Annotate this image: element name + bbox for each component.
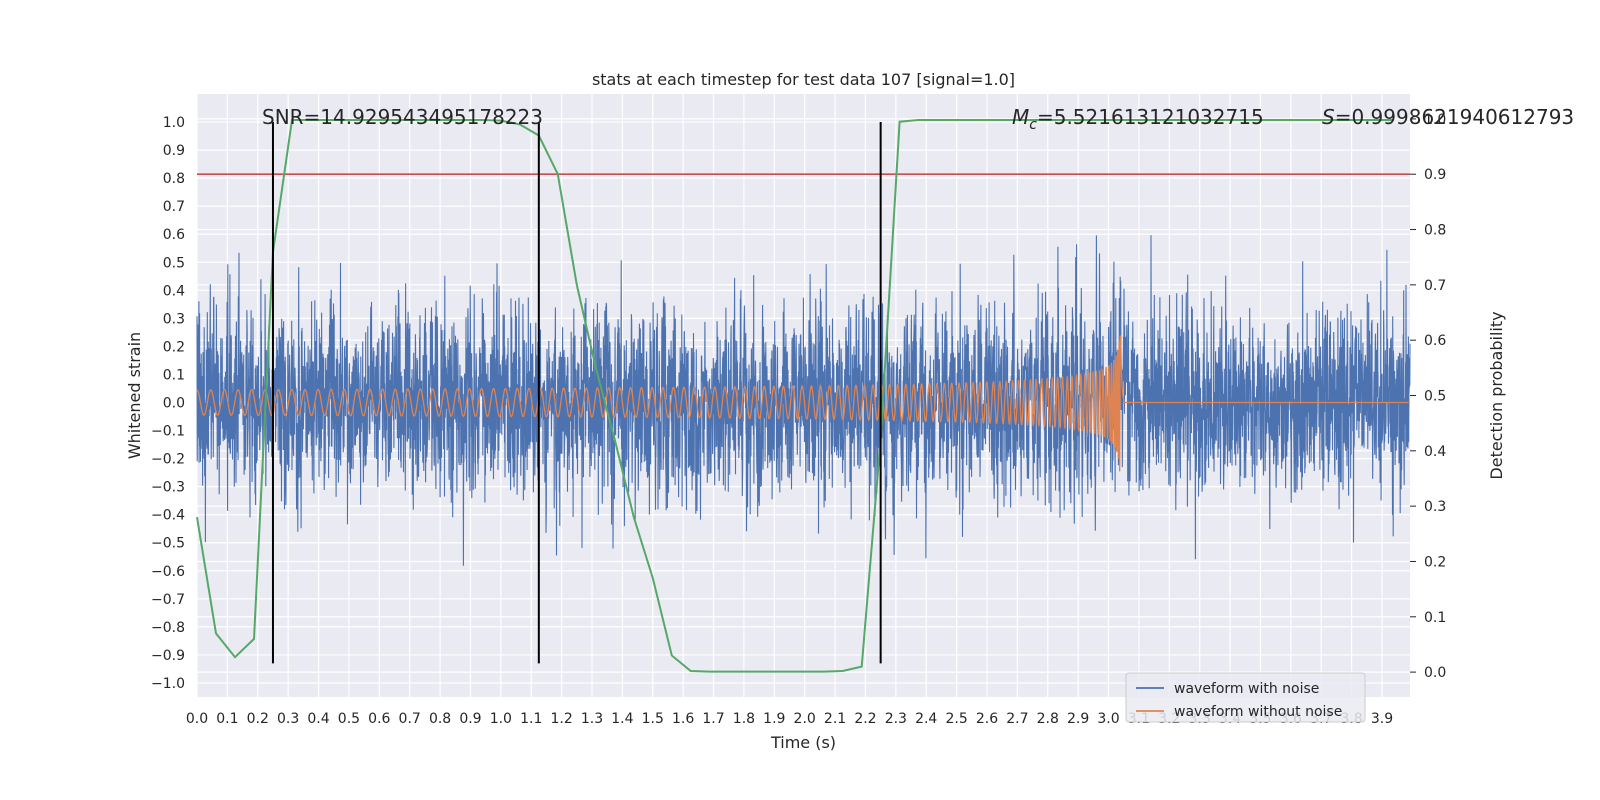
y-tick-label: −0.5	[151, 536, 185, 552]
x-tick-label: 2.4	[915, 711, 937, 727]
x-tick-label: 0.9	[459, 711, 481, 727]
x-tick-label: 1.2	[550, 711, 572, 727]
x-tick-label: 2.6	[976, 711, 998, 727]
x-tick-label: 1.3	[581, 711, 603, 727]
y-tick-label: 0.9	[163, 143, 185, 159]
y2-tick-label: 0.1	[1424, 610, 1446, 626]
y-tick-label: 0.1	[163, 367, 185, 383]
x-axis-label: Time (s)	[770, 733, 836, 752]
y-tick-label: 0.6	[163, 227, 185, 243]
y-tick-label: −1.0	[151, 676, 185, 692]
y-tick-label: −0.8	[151, 620, 185, 636]
x-tick-label: 2.0	[794, 711, 816, 727]
x-tick-label: 1.0	[490, 711, 512, 727]
clean-waveform-series	[196, 335, 1410, 472]
y-tick-label: −0.7	[151, 592, 185, 608]
x-tick-label: 1.9	[763, 711, 785, 727]
chirp-mass-annotation: Mc=5.521613121032715	[1012, 105, 1264, 133]
x-tick-label: 1.8	[733, 711, 755, 727]
s-annotation: S=0.9998621940612793	[1322, 105, 1574, 129]
legend-label-clean: waveform without noise	[1174, 704, 1342, 720]
legend-label-noisy: waveform with noise	[1174, 681, 1319, 697]
y2-tick-label: 0.2	[1424, 554, 1446, 570]
y-tick-label: −0.6	[151, 564, 185, 580]
x-tick-label: 1.6	[672, 711, 694, 727]
x-tick-label: 2.1	[824, 711, 846, 727]
y2-tick-label: 0.7	[1424, 278, 1446, 294]
y2-tick-label: 1.0	[1424, 112, 1446, 128]
y-tick-label: 0.5	[163, 255, 185, 271]
x-tick-label: 0.8	[429, 711, 451, 727]
y2-tick-label: 0.0	[1424, 665, 1446, 681]
noisy-waveform-series	[196, 235, 1411, 566]
probability-line	[196, 119, 1394, 673]
y-tick-label: 0.3	[163, 311, 185, 327]
x-tick-label: 3.0	[1097, 711, 1119, 727]
y-tick-label: −0.9	[151, 648, 185, 664]
x-tick-label: 0.1	[216, 711, 238, 727]
x-tick-label: 2.8	[1037, 711, 1059, 727]
y2-tick-label: 0.3	[1424, 499, 1446, 515]
vertical-markers	[271, 122, 882, 664]
snr-annotation: SNR=14.929543495178223	[262, 105, 543, 129]
x-tick-label: 1.4	[611, 711, 633, 727]
s-symbol: S	[1322, 105, 1335, 129]
x-tick-label: 0.0	[186, 711, 208, 727]
mc-subscript: c	[1029, 117, 1037, 133]
y2-tick-label: 0.4	[1424, 444, 1446, 460]
y2-tick-label: 0.5	[1424, 389, 1446, 405]
x-tick-label: 0.3	[277, 711, 299, 727]
mc-symbol: M	[1012, 105, 1029, 129]
x-tick-label: 0.5	[338, 711, 360, 727]
y-tick-label: 0.4	[163, 283, 185, 299]
chart-title: stats at each timestep for test data 107…	[592, 70, 1015, 89]
probability-series	[196, 119, 1394, 673]
legend-box	[1125, 672, 1366, 723]
y-tick-label: 0.0	[163, 396, 185, 412]
legend: waveform with noise waveform without noi…	[1125, 672, 1366, 723]
x-tick-label: 2.2	[854, 711, 876, 727]
x-tick-label: 2.5	[945, 711, 967, 727]
y2-axis-label: Detection probability	[1487, 311, 1506, 479]
s-value: =0.9998621940612793	[1335, 105, 1574, 129]
y2-tick-label: 0.6	[1424, 333, 1446, 349]
y-tick-label: 1.0	[163, 115, 185, 131]
noisy-waveform-line	[196, 235, 1411, 566]
y-tick-label: 0.8	[163, 171, 185, 187]
y-tick-label: 0.2	[163, 339, 185, 355]
x-tick-label: 1.1	[520, 711, 542, 727]
x-tick-label: 1.7	[702, 711, 724, 727]
x-tick-label: 0.7	[399, 711, 421, 727]
y-tick-label: −0.4	[151, 508, 185, 524]
x-tick-label: 0.6	[368, 711, 390, 727]
y2-tick-label: 0.8	[1424, 223, 1446, 239]
y-axis-ticks: −1.0 −0.9 −0.8 −0.7 −0.6 −0.5 −0.4 −0.3 −0.2 −0.1…	[151, 115, 185, 692]
y2-axis-ticks: 0.0 0.1 0.2 0.3 0.4 0.5 0.6 0.7 0.8 0.9 1.0	[1410, 112, 1446, 681]
y2-tick-label: 0.9	[1424, 167, 1446, 183]
y-tick-label: −0.3	[151, 480, 185, 496]
x-tick-label: 2.9	[1067, 711, 1089, 727]
x-tick-label: 2.7	[1006, 711, 1028, 727]
x-tick-label: 0.2	[247, 711, 269, 727]
x-tick-label: 3.9	[1371, 711, 1393, 727]
y-tick-label: −0.1	[151, 424, 185, 440]
clean-waveform-line	[196, 335, 1410, 472]
x-tick-label: 2.3	[885, 711, 907, 727]
x-tick-label: 1.5	[642, 711, 664, 727]
mc-value: =5.521613121032715	[1037, 105, 1264, 129]
x-tick-label: 0.4	[307, 711, 329, 727]
y-tick-label: 0.7	[163, 199, 185, 215]
y-tick-label: −0.2	[151, 452, 185, 468]
y-axis-label: Whitened strain	[125, 332, 144, 459]
